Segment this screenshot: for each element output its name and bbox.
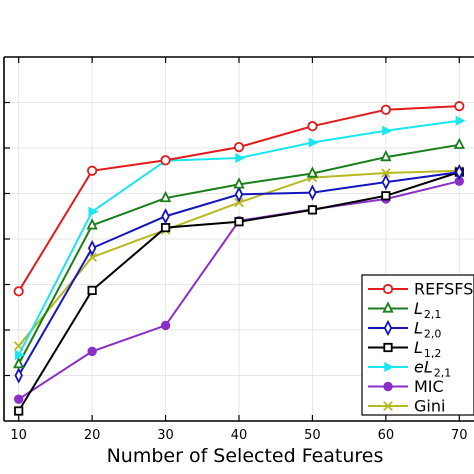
data-point (161, 208, 170, 225)
data-point (14, 367, 23, 384)
data-point (380, 104, 391, 115)
series-refsfs (13, 101, 465, 297)
legend-marker (382, 283, 394, 295)
legend-entry: L1,2 (368, 338, 441, 360)
legend-label: REFSFS (414, 280, 473, 299)
x-tick-label: 10 (10, 428, 27, 443)
legend-marker (383, 401, 393, 411)
data-point (308, 184, 317, 201)
data-point (233, 177, 245, 189)
data-point (382, 125, 393, 136)
series-l2-1 (13, 137, 465, 369)
data-point (308, 137, 319, 148)
data-point (13, 286, 24, 297)
legend-label: Gini (414, 397, 445, 416)
legend-entry: L2,1 (368, 299, 441, 321)
data-point (160, 155, 171, 166)
data-point (307, 121, 318, 132)
data-point (455, 163, 464, 181)
x-tick-label: 60 (378, 428, 395, 443)
data-point (87, 285, 97, 296)
legend-entry: Gini (368, 397, 445, 416)
data-point (381, 191, 391, 201)
data-point (454, 101, 465, 112)
data-point (159, 190, 172, 203)
legend-entry: L2,0 (368, 319, 441, 341)
plot-axes (3, 56, 474, 422)
data-point (453, 137, 465, 149)
legend-label: eL2,1 (414, 358, 451, 380)
x-tick-label: 70 (451, 428, 468, 443)
data-point (160, 223, 171, 233)
legend-box (361, 274, 474, 416)
data-point (234, 186, 244, 203)
x-tick-label: 40 (231, 428, 248, 443)
series-layer (13, 101, 466, 416)
legend-label: L2,0 (414, 319, 441, 341)
data-point (306, 166, 319, 178)
data-point (87, 239, 97, 257)
data-point (234, 197, 244, 208)
x-tick-label: 30 (157, 428, 174, 443)
data-point (86, 218, 98, 230)
data-point (13, 394, 24, 404)
data-point (380, 149, 392, 162)
legend-marker (382, 301, 394, 313)
x-tick-label: 20 (84, 428, 101, 443)
data-point (88, 206, 99, 217)
legend-marker (383, 319, 393, 337)
data-point (235, 153, 246, 164)
data-point (13, 356, 25, 369)
data-point (14, 406, 24, 416)
data-point (307, 205, 318, 215)
legend-entry: REFSFS (368, 280, 473, 299)
data-point (381, 173, 391, 191)
data-point (14, 350, 26, 361)
legend-label: L1,2 (414, 338, 441, 360)
legend-label: MIC (414, 377, 444, 396)
legend-marker (383, 381, 393, 392)
data-point (234, 217, 244, 227)
legend-marker (384, 361, 395, 373)
legend-entry: MIC (368, 377, 444, 396)
legend-marker (383, 342, 393, 353)
x-axis-label: Number of Selected Features (107, 445, 384, 467)
data-point (455, 115, 466, 126)
data-point (87, 346, 97, 357)
x-tick-labels: 10 20 30 40 50 60 70 (10, 428, 467, 443)
data-point (87, 165, 98, 176)
legend-entry: eL2,1 (368, 358, 451, 380)
legend-label: L2,1 (414, 299, 441, 321)
data-point (233, 141, 245, 153)
data-point (381, 168, 391, 178)
x-tick-label: 50 (304, 428, 321, 443)
series-l2-0 (14, 163, 464, 384)
data-point (160, 320, 171, 331)
